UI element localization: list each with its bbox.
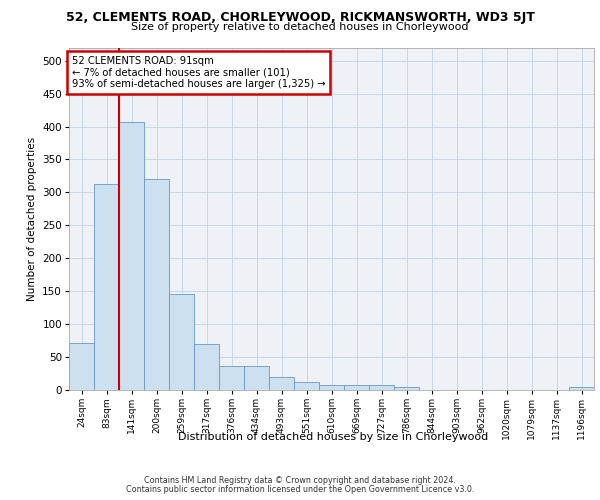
Bar bbox=[344, 386, 369, 390]
Bar bbox=[369, 384, 394, 390]
Bar bbox=[94, 184, 119, 390]
Bar bbox=[169, 294, 194, 390]
Bar bbox=[69, 342, 94, 390]
Bar bbox=[219, 366, 244, 390]
Bar bbox=[394, 386, 419, 390]
Bar bbox=[144, 179, 169, 390]
Text: 52, CLEMENTS ROAD, CHORLEYWOOD, RICKMANSWORTH, WD3 5JT: 52, CLEMENTS ROAD, CHORLEYWOOD, RICKMANS… bbox=[65, 12, 535, 24]
Text: 52 CLEMENTS ROAD: 91sqm
← 7% of detached houses are smaller (101)
93% of semi-de: 52 CLEMENTS ROAD: 91sqm ← 7% of detached… bbox=[71, 56, 325, 90]
Bar bbox=[194, 344, 219, 390]
Y-axis label: Number of detached properties: Number of detached properties bbox=[27, 136, 37, 301]
Bar bbox=[294, 382, 319, 390]
Text: Size of property relative to detached houses in Chorleywood: Size of property relative to detached ho… bbox=[131, 22, 469, 32]
Text: Distribution of detached houses by size in Chorleywood: Distribution of detached houses by size … bbox=[178, 432, 488, 442]
Bar bbox=[569, 386, 594, 390]
Bar bbox=[319, 386, 344, 390]
Text: Contains HM Land Registry data © Crown copyright and database right 2024.: Contains HM Land Registry data © Crown c… bbox=[144, 476, 456, 485]
Bar bbox=[269, 377, 294, 390]
Bar bbox=[119, 122, 144, 390]
Bar bbox=[244, 366, 269, 390]
Text: Contains public sector information licensed under the Open Government Licence v3: Contains public sector information licen… bbox=[126, 485, 474, 494]
